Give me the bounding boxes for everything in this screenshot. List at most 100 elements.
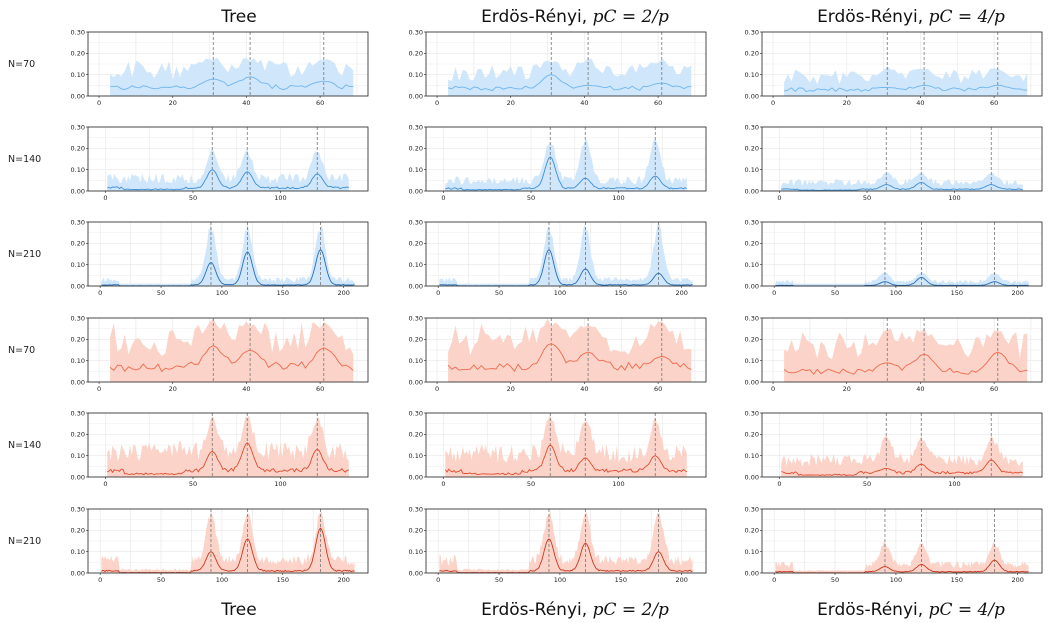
- x-tick-label: 0: [777, 194, 781, 202]
- row-label: N=140: [8, 440, 41, 451]
- x-tick-label: 0: [435, 99, 439, 107]
- panel-frame: [761, 31, 1043, 97]
- y-tick-label: 0.20: [409, 50, 423, 58]
- confidence-band: [101, 223, 355, 286]
- y-tick-label: 0.10: [745, 452, 759, 460]
- y-tick-label: 0.30: [745, 123, 759, 131]
- confidence-band: [784, 328, 1028, 382]
- x-tick-label: 100: [554, 289, 566, 297]
- row-label: N=210: [8, 536, 41, 547]
- y-tick-label: 0.30: [745, 505, 759, 513]
- x-tick-label: 0: [772, 576, 776, 584]
- x-tick-label: 0: [435, 385, 439, 393]
- confidence-band: [445, 414, 687, 477]
- y-tick-label: 0.00: [745, 378, 759, 386]
- x-tick-label: 200: [675, 576, 687, 584]
- x-tick-label: 50: [157, 289, 165, 297]
- y-tick-label: 0.30: [745, 409, 759, 417]
- y-tick-label: 0.00: [71, 473, 85, 481]
- x-tick-label: 100: [216, 289, 228, 297]
- y-tick-label: 0.10: [745, 548, 759, 556]
- y-tick-label: 0.00: [71, 569, 85, 577]
- x-tick-label: 100: [216, 576, 228, 584]
- y-tick-label: 0.10: [745, 166, 759, 174]
- x-tick-label: 100: [948, 480, 960, 488]
- x-tick-label: 0: [97, 99, 101, 107]
- panel: 0.00 0.10 0.20 0.30 0 20 40 60: [71, 314, 369, 393]
- column-title-er-2p-bottom: Erdös-Rényi, pC = 2/p: [481, 600, 669, 620]
- y-tick-label: 0.00: [71, 378, 85, 386]
- series-line: [783, 84, 1028, 93]
- y-tick-label: 0.00: [71, 92, 85, 100]
- x-tick-label: 0: [103, 194, 107, 202]
- y-tick-label: 0.00: [71, 282, 85, 290]
- panel: 0.00 0.10 0.20 0.30 0 50 100: [745, 123, 1043, 202]
- column-title-er-2p: Erdös-Rényi, pC = 2/p: [481, 7, 669, 27]
- panel-frame: [87, 126, 369, 192]
- row-label: N=210: [8, 249, 41, 260]
- confidence-band: [110, 57, 354, 96]
- y-tick-label: 0.20: [745, 240, 759, 248]
- x-tick-label: 50: [831, 289, 839, 297]
- x-tick-label: 50: [863, 194, 871, 202]
- series-line: [781, 459, 1024, 477]
- confidence-band: [445, 137, 687, 191]
- x-tick-label: 0: [98, 289, 102, 297]
- y-tick-label: 0.20: [71, 145, 85, 153]
- panel: 0.00 0.10 0.20 0.30 0 50 100 150 200: [745, 218, 1043, 297]
- confidence-band: [439, 222, 693, 286]
- y-tick-label: 0.20: [71, 431, 85, 439]
- y-tick-label: 0.30: [71, 28, 85, 36]
- series-line: [445, 156, 687, 191]
- x-tick-label: 40: [580, 99, 588, 107]
- x-tick-label: 0: [777, 480, 781, 488]
- panel: 0.00 0.10 0.20 0.30 0 20 40 60: [409, 28, 707, 107]
- y-tick-label: 0.30: [71, 409, 85, 417]
- panel-frame: [425, 317, 707, 383]
- series-line: [783, 351, 1028, 375]
- column-title-tree-bottom: Tree: [220, 600, 256, 620]
- confidence-band: [781, 172, 1023, 191]
- y-tick-label: 0.00: [71, 187, 85, 195]
- x-tick-label: 200: [675, 289, 687, 297]
- x-tick-label: 50: [831, 576, 839, 584]
- panel-frame: [87, 508, 369, 574]
- x-tick-label: 150: [277, 289, 289, 297]
- x-tick-label: 20: [169, 99, 177, 107]
- row-label: N=70: [8, 59, 35, 70]
- y-tick-label: 0.20: [71, 527, 85, 535]
- x-tick-label: 40: [916, 99, 924, 107]
- x-tick-label: 50: [863, 480, 871, 488]
- x-tick-label: 200: [1011, 289, 1023, 297]
- y-tick-label: 0.30: [409, 505, 423, 513]
- x-tick-label: 200: [1011, 576, 1023, 584]
- x-tick-label: 0: [771, 99, 775, 107]
- panel: 0.00 0.10 0.20 0.30 0 20 40 60: [745, 314, 1043, 393]
- panel-frame: [425, 221, 707, 287]
- x-tick-label: 40: [580, 385, 588, 393]
- y-tick-label: 0.30: [745, 314, 759, 322]
- column-titles-bottom: Tree Erdös-Rényi, pC = 2/p Erdös-Rényi, …: [220, 600, 1005, 620]
- y-tick-label: 0.10: [409, 261, 423, 269]
- y-tick-label: 0.30: [745, 218, 759, 226]
- x-tick-label: 0: [103, 480, 107, 488]
- y-tick-label: 0.00: [409, 473, 423, 481]
- x-tick-label: 0: [441, 194, 445, 202]
- panel: 0.00 0.10 0.20 0.30 0 50 100 150 200: [745, 505, 1043, 584]
- y-tick-label: 0.30: [409, 409, 423, 417]
- confidence-band: [101, 510, 355, 573]
- y-tick-label: 0.00: [745, 282, 759, 290]
- x-tick-label: 50: [527, 480, 535, 488]
- panel: 0.00 0.10 0.20 0.30 0 50 100 150 200: [71, 218, 369, 297]
- y-tick-label: 0.20: [409, 145, 423, 153]
- y-tick-label: 0.10: [71, 166, 85, 174]
- x-tick-label: 50: [189, 194, 197, 202]
- panel-frame: [425, 508, 707, 574]
- y-tick-label: 0.10: [409, 357, 423, 365]
- y-tick-label: 0.30: [745, 28, 759, 36]
- confidence-band: [775, 271, 1029, 286]
- x-tick-label: 100: [274, 480, 286, 488]
- x-tick-label: 60: [654, 385, 662, 393]
- row-labels: N=70 N=140 N=210 N=70 N=140 N=210: [8, 59, 41, 547]
